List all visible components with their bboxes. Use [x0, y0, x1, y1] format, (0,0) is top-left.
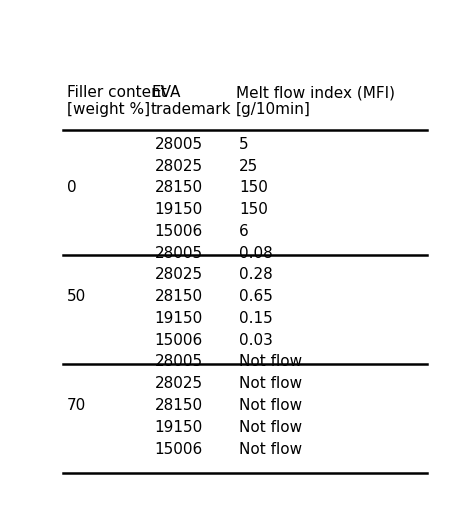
- Text: 15006: 15006: [155, 442, 203, 456]
- Text: 28005: 28005: [155, 355, 203, 370]
- Text: 28150: 28150: [155, 289, 203, 304]
- Text: Not flow: Not flow: [239, 442, 302, 456]
- Text: 150: 150: [239, 202, 268, 217]
- Text: 0.03: 0.03: [239, 333, 273, 347]
- Text: 50: 50: [66, 289, 86, 304]
- Text: 28150: 28150: [155, 180, 203, 195]
- Text: Not flow: Not flow: [239, 355, 302, 370]
- Text: 28025: 28025: [155, 376, 203, 391]
- Text: 28005: 28005: [155, 246, 203, 261]
- Text: EVA
trademark: EVA trademark: [151, 85, 232, 118]
- Text: 15006: 15006: [155, 224, 203, 239]
- Text: 5: 5: [239, 137, 249, 152]
- Text: 28025: 28025: [155, 158, 203, 174]
- Text: 0.08: 0.08: [239, 246, 273, 261]
- Text: Filler content
[weight %]: Filler content [weight %]: [66, 85, 166, 118]
- Text: Not flow: Not flow: [239, 376, 302, 391]
- Text: 28025: 28025: [155, 267, 203, 282]
- Text: 70: 70: [66, 398, 86, 413]
- Text: 6: 6: [239, 224, 249, 239]
- Text: Not flow: Not flow: [239, 398, 302, 413]
- Text: 19150: 19150: [155, 311, 203, 326]
- Text: 0: 0: [66, 180, 76, 195]
- Text: 25: 25: [239, 158, 258, 174]
- Text: 0.15: 0.15: [239, 311, 273, 326]
- Text: 19150: 19150: [155, 202, 203, 217]
- Text: Not flow: Not flow: [239, 420, 302, 435]
- Text: 28150: 28150: [155, 398, 203, 413]
- Text: 0.65: 0.65: [239, 289, 273, 304]
- Text: 0.28: 0.28: [239, 267, 273, 282]
- Text: 28005: 28005: [155, 137, 203, 152]
- Text: 15006: 15006: [155, 333, 203, 347]
- Text: 150: 150: [239, 180, 268, 195]
- Text: 19150: 19150: [155, 420, 203, 435]
- Text: Melt flow index (MFI)
[g/10min]: Melt flow index (MFI) [g/10min]: [236, 85, 394, 118]
